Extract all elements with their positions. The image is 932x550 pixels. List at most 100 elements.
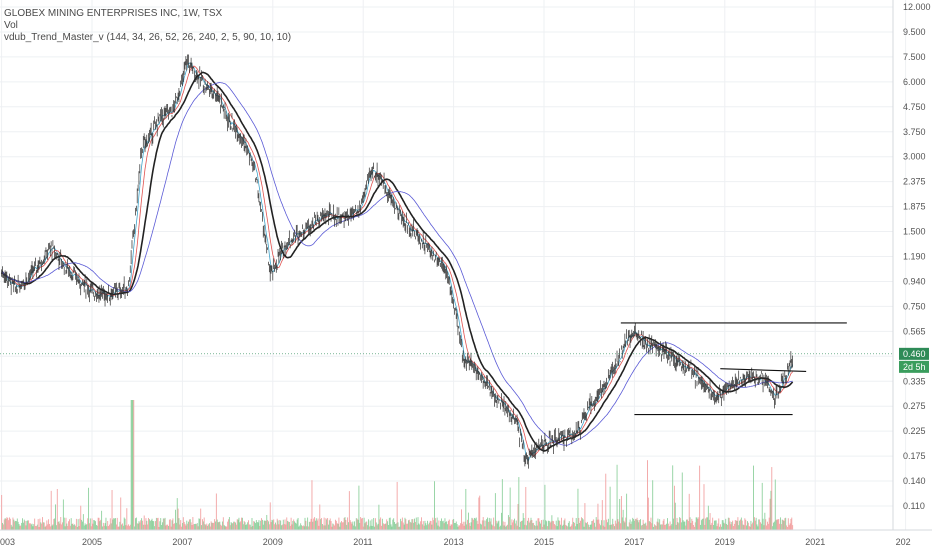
volume-bar <box>734 520 736 530</box>
volume-bar <box>585 522 587 530</box>
volume-bar <box>507 515 509 530</box>
volume-bar <box>368 526 370 530</box>
volume-bar <box>467 519 469 530</box>
volume-bar <box>480 523 482 530</box>
volume-bar <box>435 522 437 530</box>
volume-bar <box>259 525 261 530</box>
volume-bar <box>82 514 84 530</box>
volume-bar <box>266 514 268 530</box>
volume-bar <box>624 522 626 530</box>
volume-bar <box>657 518 659 530</box>
volume-bar <box>140 520 142 530</box>
volume-bar <box>232 523 234 530</box>
volume-bar <box>563 520 565 530</box>
volume-bar <box>547 526 548 530</box>
volume-bar <box>355 518 357 530</box>
volume-bar <box>429 520 431 530</box>
volume-bar <box>787 518 789 530</box>
volume-bar <box>59 523 61 530</box>
volume-bar <box>317 518 319 530</box>
volume-bar <box>758 519 760 530</box>
volume-bar <box>580 517 582 530</box>
volume-bar <box>378 504 380 530</box>
volume-bar <box>716 526 718 530</box>
volume-bar <box>469 525 471 530</box>
volume-bar <box>329 518 331 530</box>
volume-bar <box>323 517 325 530</box>
legend-volume[interactable]: Vol <box>4 20 18 31</box>
trendline[interactable] <box>720 368 807 372</box>
volume-bar <box>655 525 657 530</box>
volume-bar <box>656 521 658 530</box>
trendlines[interactable] <box>620 322 847 416</box>
volume-bar <box>634 518 636 530</box>
volume-bar <box>321 518 322 530</box>
volume-bar <box>248 524 250 530</box>
volume-bar <box>767 523 769 530</box>
volume-bar <box>688 493 690 530</box>
volume-bar <box>341 521 342 530</box>
volume-bar <box>236 519 238 530</box>
volume-bar <box>770 490 772 530</box>
volume-bar <box>178 518 180 530</box>
volume-bar <box>6 517 8 530</box>
volume-bar <box>337 523 339 530</box>
volume-bar <box>66 523 68 530</box>
volume-bar <box>348 522 349 530</box>
volume-bar <box>61 524 63 530</box>
volume-bar <box>532 523 534 530</box>
volume-bar <box>463 525 465 530</box>
volume-bar <box>539 521 541 530</box>
volume-bar <box>680 518 681 530</box>
volume-bar <box>60 517 62 530</box>
volume-bar <box>522 513 524 530</box>
volume-bar <box>306 526 308 530</box>
legend-indicator[interactable]: vdub_Trend_Master_v (144, 34, 26, 52, 26… <box>4 32 292 43</box>
volume-bar <box>185 525 187 530</box>
volume-bar <box>447 520 449 530</box>
volume-bar <box>362 526 364 530</box>
volume-bar <box>586 523 588 530</box>
volume-bar <box>34 518 36 530</box>
volume-bar <box>166 524 168 530</box>
volume-bar <box>46 520 48 530</box>
volume-bar <box>464 521 466 530</box>
volume-bar <box>560 517 562 530</box>
volume-bar <box>687 519 688 530</box>
volume-bar <box>441 518 442 530</box>
volume-bar <box>753 465 754 530</box>
volume-bar <box>473 519 475 530</box>
volume-bar <box>137 523 139 530</box>
price-axis[interactable]: 12.000 9.500 7.500 6.000 4.750 3.750 3.000 2.37… <box>903 2 931 511</box>
volume-bar <box>386 519 388 530</box>
volume-bar <box>132 400 134 530</box>
volume-bar <box>772 526 774 530</box>
volume-bar <box>89 518 91 530</box>
volume-bar <box>741 520 743 530</box>
volume-bar <box>215 521 216 530</box>
legend-symbol[interactable]: GLOBEX MINING ENTERPRISES INC, 1W, TSX <box>4 8 223 19</box>
volume-bar <box>354 526 356 530</box>
volume-bar <box>151 518 153 530</box>
y-tick-label: 0.110 <box>903 501 925 511</box>
volume-bar <box>155 521 156 530</box>
volume-bar <box>235 522 236 530</box>
volume-bar <box>791 517 793 530</box>
volume-bar <box>654 525 656 530</box>
volume-bar <box>737 517 739 530</box>
volume-bar <box>560 524 562 530</box>
volume-bar <box>124 518 126 530</box>
time-axis[interactable]: 003 2005 2007 2009 2011 2013 2015 2017 2019 2021 2… <box>0 537 911 547</box>
volume-bar <box>593 519 595 530</box>
volume-bar <box>191 525 193 530</box>
volume-bar <box>219 521 221 530</box>
volume-bar <box>99 521 101 530</box>
x-tick-label: 2009 <box>263 537 283 547</box>
volume-bar <box>275 524 277 530</box>
volume-bar <box>23 519 25 530</box>
volume-bar <box>719 526 721 530</box>
volume-bar <box>246 524 248 530</box>
volume-bar <box>245 524 247 530</box>
